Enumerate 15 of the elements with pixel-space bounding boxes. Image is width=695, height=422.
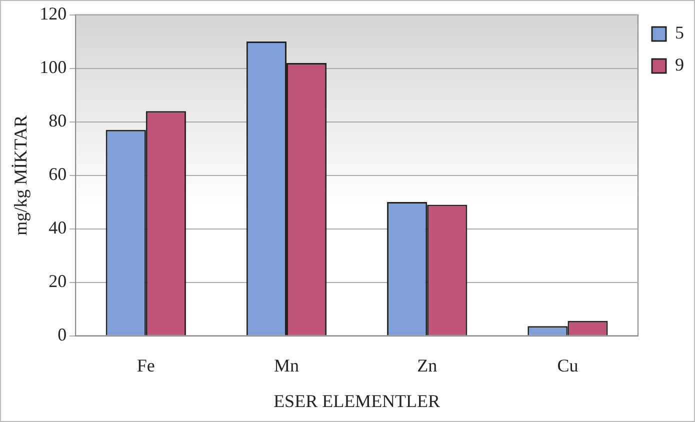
y-tick-label: 0 <box>58 324 67 345</box>
x-tick-label: Fe <box>136 355 155 376</box>
y-tick-label: 100 <box>40 57 67 78</box>
y-tick-label: 60 <box>48 164 67 184</box>
y-axis-title: mg/kg MİKTAR <box>10 115 31 236</box>
y-tick-label: 20 <box>48 271 67 292</box>
x-tick-label: Zn <box>417 355 438 376</box>
y-tick-label: 40 <box>48 218 67 238</box>
legend-label: 9 <box>675 54 684 75</box>
y-tick-label: 80 <box>48 110 67 131</box>
x-axis-title: ESER ELEMENTLER <box>274 390 440 411</box>
legend-label: 5 <box>675 22 684 43</box>
x-tick-label: Cu <box>557 355 578 376</box>
x-tick-label: Mn <box>274 355 300 376</box>
y-tick-label: 120 <box>40 4 67 24</box>
